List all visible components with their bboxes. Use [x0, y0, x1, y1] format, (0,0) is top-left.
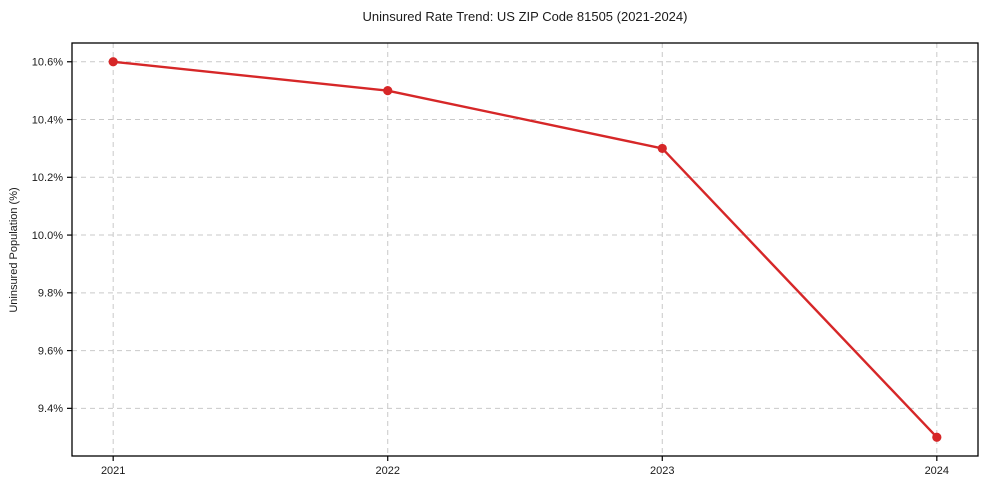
plot-background — [72, 43, 978, 456]
y-axis-label: Uninsured Population (%) — [8, 187, 20, 313]
y-tick-label: 9.6% — [38, 345, 63, 357]
data-point-marker — [108, 57, 118, 67]
y-tick-label: 10.6% — [32, 57, 63, 69]
x-tick-label: 2022 — [375, 465, 399, 477]
data-point-marker — [383, 86, 393, 96]
trend-line — [111, 60, 939, 439]
data-point-marker — [657, 143, 667, 154]
x-tick-label: 2021 — [101, 465, 125, 477]
data-point-marker — [932, 432, 942, 442]
y-tick-label: 9.8% — [38, 288, 63, 300]
y-tick-label: 10.0% — [32, 230, 63, 242]
axes-spines — [71, 42, 979, 457]
y-tick-label: 9.4% — [38, 403, 63, 415]
x-tick-label: 2024 — [925, 465, 949, 477]
y-tick-label: 10.2% — [32, 172, 63, 184]
chart-title: Uninsured Rate Trend: US ZIP Code 81505 … — [362, 9, 688, 24]
y-tick-label: 10.4% — [32, 114, 63, 126]
x-tick-label: 2023 — [650, 465, 674, 477]
